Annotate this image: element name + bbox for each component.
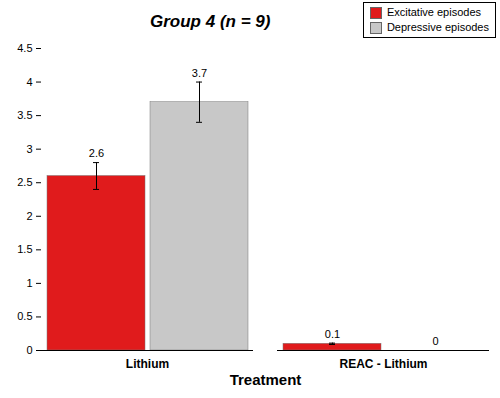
svg-text:1.5: 1.5: [17, 243, 32, 255]
svg-text:3.5: 3.5: [17, 109, 32, 121]
svg-text:4.5: 4.5: [17, 42, 32, 54]
html-text:Excitative episodes: Excitative episodes: [386, 6, 481, 18]
svg-text:1: 1: [26, 277, 32, 289]
svg-text:2.5: 2.5: [17, 176, 32, 188]
svg-text:4: 4: [26, 76, 32, 88]
svg-text:0: 0: [432, 335, 438, 347]
svg-text:0.1: 0.1: [325, 328, 340, 340]
svg-text:3: 3: [26, 143, 32, 155]
html-text:Depressive episodes: Depressive episodes: [386, 21, 489, 33]
svg-text:Treatment: Treatment: [230, 371, 302, 388]
html-text:Group 4 (n = 9): Group 4 (n = 9): [150, 12, 271, 31]
svg-text:3.7: 3.7: [192, 67, 207, 79]
svg-text:REAC - Lithium: REAC - Lithium: [340, 357, 428, 371]
svg-text:Lithium: Lithium: [126, 357, 169, 371]
svg-text:2.6: 2.6: [89, 147, 104, 159]
svg-text:0: 0: [26, 344, 32, 356]
svg-text:0.5: 0.5: [17, 310, 32, 322]
svg-text:2: 2: [26, 210, 32, 222]
